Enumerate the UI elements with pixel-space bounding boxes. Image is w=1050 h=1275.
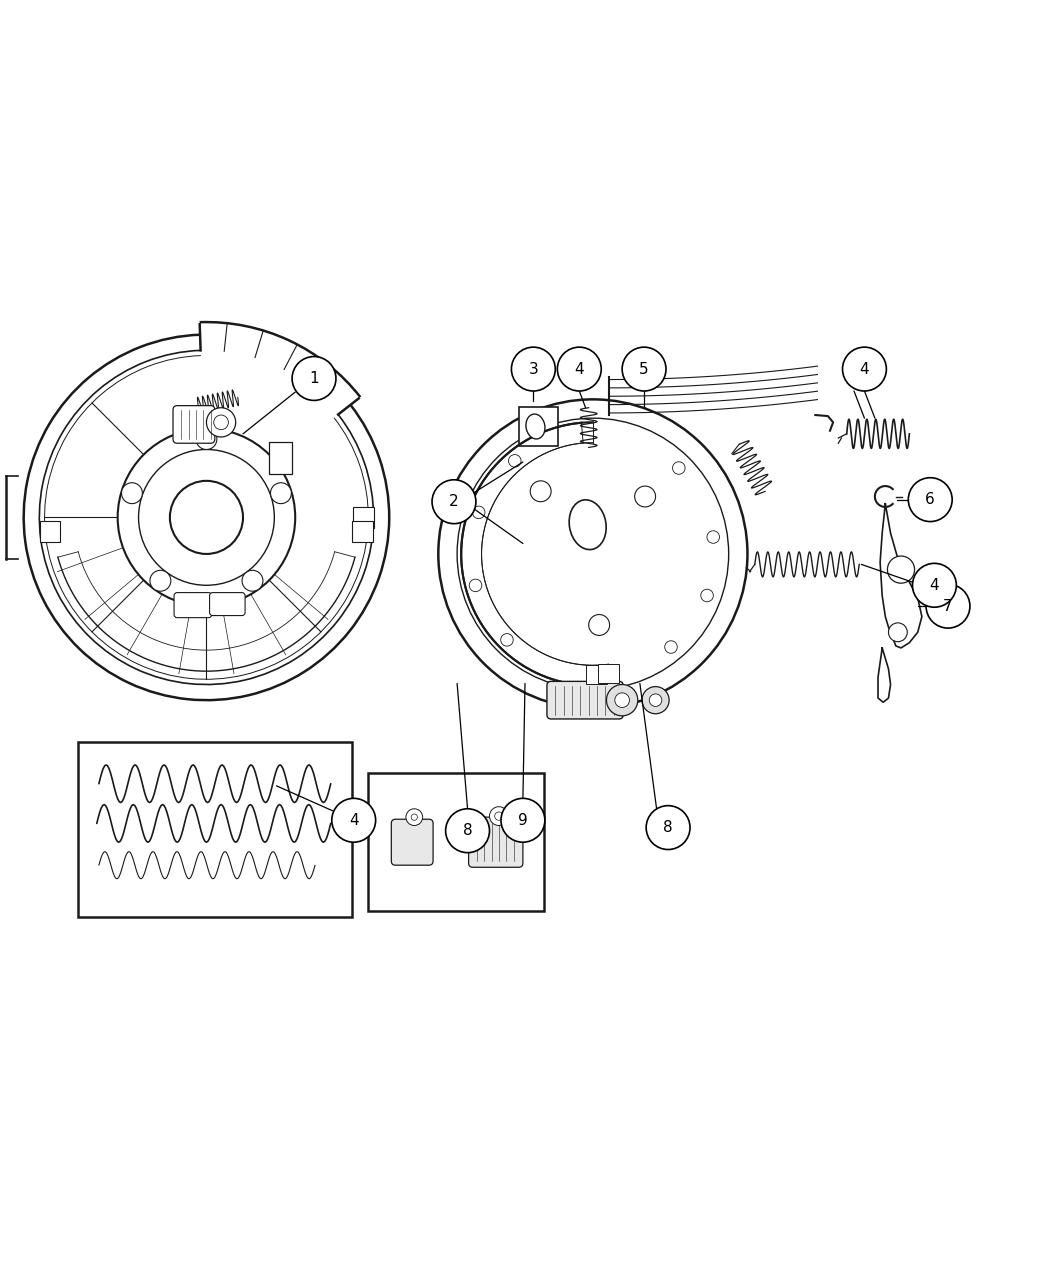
Bar <box>597 664 618 683</box>
Circle shape <box>495 812 503 820</box>
Bar <box>40 520 61 542</box>
Circle shape <box>887 556 915 583</box>
Circle shape <box>642 687 669 714</box>
Circle shape <box>406 808 423 825</box>
Circle shape <box>292 357 336 400</box>
Circle shape <box>615 692 629 708</box>
Circle shape <box>501 634 513 646</box>
FancyBboxPatch shape <box>174 593 212 617</box>
Circle shape <box>646 806 690 849</box>
FancyBboxPatch shape <box>210 593 245 616</box>
Bar <box>369 773 544 912</box>
Circle shape <box>700 589 713 602</box>
Ellipse shape <box>569 500 606 550</box>
Bar <box>269 442 292 473</box>
Circle shape <box>558 347 602 391</box>
Circle shape <box>501 798 545 843</box>
FancyBboxPatch shape <box>547 681 624 719</box>
Circle shape <box>332 798 376 843</box>
Text: 2: 2 <box>449 495 459 509</box>
Circle shape <box>457 418 729 690</box>
Polygon shape <box>878 648 890 703</box>
Text: 8: 8 <box>463 824 472 838</box>
Circle shape <box>445 808 489 853</box>
Circle shape <box>912 564 957 607</box>
Circle shape <box>842 347 886 391</box>
Circle shape <box>926 584 970 629</box>
Text: 6: 6 <box>925 492 936 507</box>
Text: 4: 4 <box>574 362 584 376</box>
Circle shape <box>170 481 243 553</box>
Circle shape <box>623 347 666 391</box>
Bar <box>353 507 374 528</box>
Bar <box>353 520 374 542</box>
Circle shape <box>707 530 719 543</box>
Text: 8: 8 <box>664 820 673 835</box>
Circle shape <box>511 347 555 391</box>
Text: 7: 7 <box>943 599 952 613</box>
Circle shape <box>530 481 551 502</box>
Circle shape <box>214 416 229 430</box>
Text: 4: 4 <box>929 578 940 593</box>
FancyBboxPatch shape <box>392 820 433 866</box>
Circle shape <box>139 450 274 585</box>
Bar <box>519 407 559 446</box>
Circle shape <box>207 408 235 437</box>
Text: 3: 3 <box>528 362 539 376</box>
Circle shape <box>489 807 508 825</box>
Circle shape <box>589 615 610 635</box>
Polygon shape <box>880 504 922 648</box>
FancyBboxPatch shape <box>468 817 523 867</box>
Ellipse shape <box>526 414 545 439</box>
Circle shape <box>196 428 217 450</box>
FancyBboxPatch shape <box>173 405 215 444</box>
Text: 1: 1 <box>309 371 319 386</box>
Circle shape <box>432 479 476 524</box>
Circle shape <box>412 813 418 820</box>
Circle shape <box>122 483 143 504</box>
Circle shape <box>888 623 907 641</box>
Circle shape <box>634 486 655 507</box>
Text: 5: 5 <box>639 362 649 376</box>
Circle shape <box>673 462 685 474</box>
Circle shape <box>271 483 292 504</box>
Circle shape <box>665 641 677 653</box>
Text: 4: 4 <box>349 812 358 827</box>
Bar <box>586 666 607 683</box>
Text: 4: 4 <box>860 362 869 376</box>
Circle shape <box>438 399 748 709</box>
Circle shape <box>649 694 662 706</box>
Circle shape <box>243 570 262 592</box>
Circle shape <box>472 506 485 519</box>
Text: 9: 9 <box>518 812 528 827</box>
Bar <box>78 742 352 918</box>
Circle shape <box>607 685 637 715</box>
Circle shape <box>908 478 952 521</box>
Circle shape <box>118 428 295 606</box>
Circle shape <box>508 455 521 467</box>
Circle shape <box>150 570 171 592</box>
Circle shape <box>469 579 482 592</box>
